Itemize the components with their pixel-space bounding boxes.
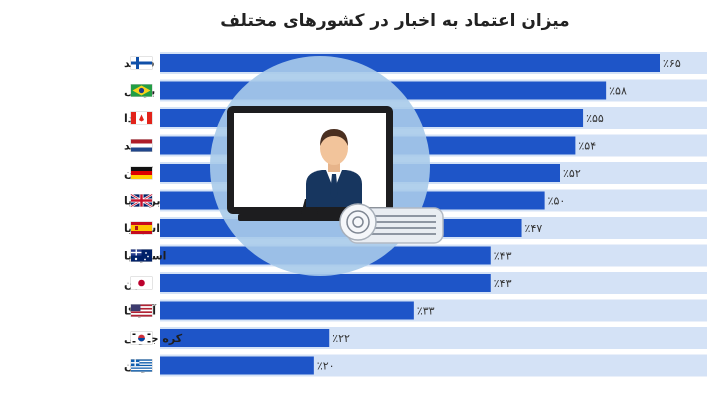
value-label: ٪۶۵ [663,57,681,70]
flag-greece-icon [130,359,153,372]
flag-australia-icon [130,249,153,262]
value-label: ٪۴۳ [494,250,512,263]
value-labels: ٪۶۵ ٪۵۸ ٪۵۵ ٪۵۴ ٪۵۲ ٪۵۰ ٪۴۷ ٪۴۳ ٪۴۳ ٪۳۳ ٪۲۲ ٪۲۰ [317,57,681,373]
flag-canada-icon [130,111,153,125]
bar [160,329,330,347]
value-label: ٪۳۳ [417,305,435,318]
bar [160,54,660,72]
flag-brazil-icon [130,84,153,97]
newspaper-icon [339,203,444,244]
flag-netherlands-icon [130,139,153,152]
flag-finland-icon [130,56,153,70]
flag-germany-icon [130,166,153,180]
value-label: ٪۵۲ [563,167,581,180]
bar [160,274,491,292]
country-labels: فنلاندبرزیلکاناداهلندآلمانبریتانیااسپانی… [124,57,183,373]
tv-news-illustration [210,56,444,276]
flag-spain-icon [130,221,153,235]
country-flags [130,56,153,372]
value-label: ٪۵۸ [609,85,627,98]
value-label: ٪۵۵ [586,112,604,125]
value-label: ٪۵۴ [578,140,596,153]
bar [160,301,414,320]
value-label: ٪۴۳ [494,277,512,290]
news-anchor-icon [306,129,362,207]
value-label: ٪۴۷ [525,222,543,235]
bar [160,356,314,375]
value-label: ٪۲۲ [332,332,350,345]
flag-uk-icon [130,193,153,208]
chart-title: میزان اعتماد به اخبار در کشورهای مختلف [220,11,569,31]
flag-japan-icon [130,276,153,290]
flag-usa-icon [130,304,153,317]
value-label: ٪۵۰ [548,195,566,208]
value-label: ٪۲۰ [317,360,335,373]
flag-south-korea-icon [130,331,153,345]
